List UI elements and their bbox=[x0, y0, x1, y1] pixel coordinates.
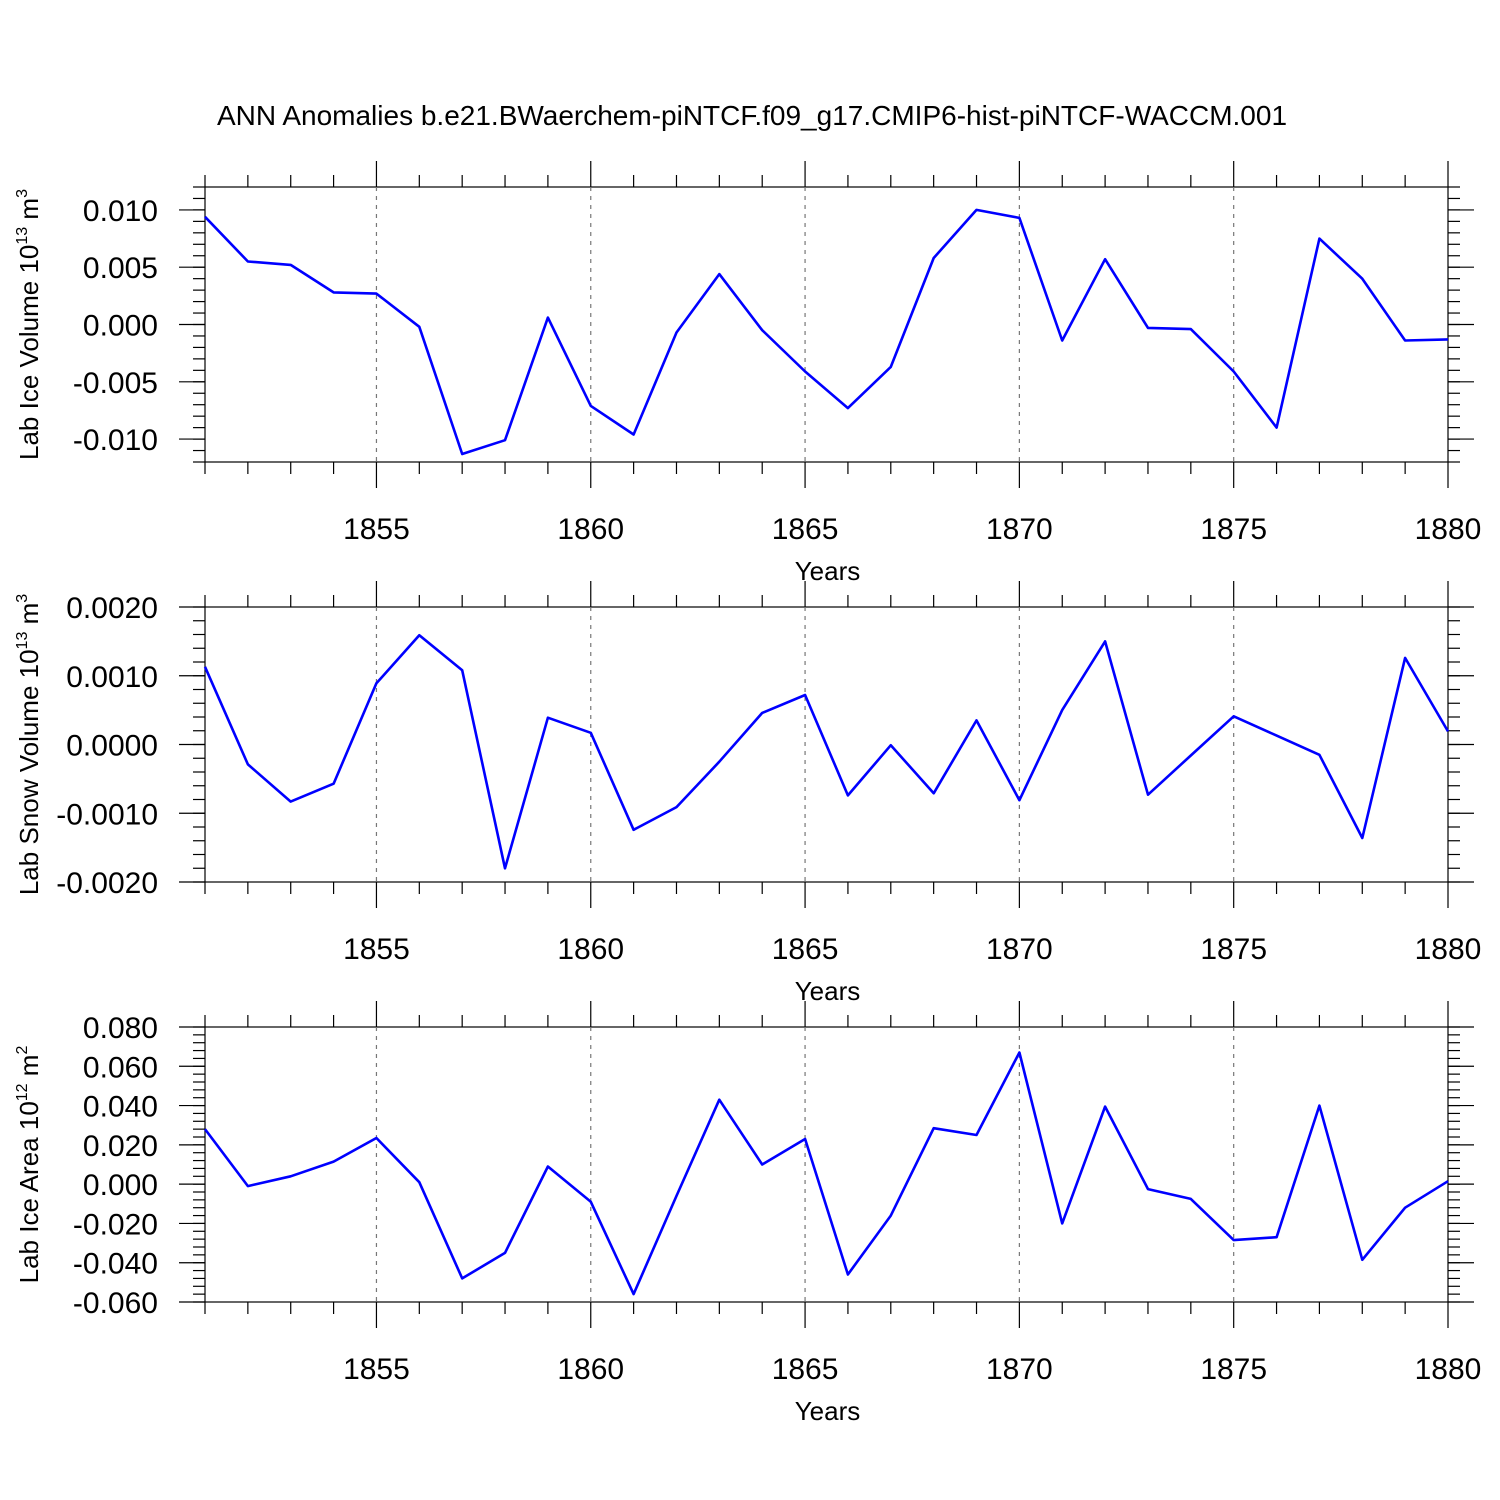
y-tick-label: -0.0010 bbox=[56, 798, 158, 831]
y-tick-label: 0.000 bbox=[83, 1169, 158, 1202]
x-tick-label: 1860 bbox=[557, 513, 624, 546]
x-tick-label: 1880 bbox=[1415, 933, 1482, 966]
y-tick-label: -0.060 bbox=[73, 1287, 158, 1320]
x-tick-label: 1855 bbox=[343, 513, 410, 546]
x-tick-label: 1860 bbox=[557, 1353, 624, 1386]
x-tick-label: 1860 bbox=[557, 933, 624, 966]
x-tick-label: 1875 bbox=[1200, 1353, 1267, 1386]
y-tick-label: 0.000 bbox=[83, 310, 158, 343]
x-tick-label: 1870 bbox=[986, 513, 1053, 546]
x-tick-label: 1865 bbox=[772, 933, 839, 966]
chart-panel-ice-area: 1855 1860 1865 1870 1875 1880 0.080 0.060 0.040 0… bbox=[14, 1001, 1481, 1426]
plot-frame bbox=[204, 186, 1449, 463]
y-tick-label: 0.005 bbox=[83, 252, 158, 285]
x-tick-label: 1875 bbox=[1200, 933, 1267, 966]
y-tick-label: -0.0020 bbox=[56, 867, 158, 900]
y-tick-label: -0.005 bbox=[73, 367, 158, 400]
x-tick-label: 1865 bbox=[772, 1353, 839, 1386]
y-tick-label: -0.010 bbox=[73, 424, 158, 457]
y-tick-label: -0.040 bbox=[73, 1248, 158, 1281]
x-tick-label: 1870 bbox=[986, 1353, 1053, 1386]
y-tick-label: 0.060 bbox=[83, 1051, 158, 1084]
y-tick-label: 0.0010 bbox=[66, 661, 158, 694]
chart-panel-snow-volume: 1855 1860 1865 1870 1875 1880 0.0020 0.0010 0.00… bbox=[14, 581, 1481, 1006]
series-line-snow-volume bbox=[203, 633, 1450, 870]
y-tick-label: 0.080 bbox=[83, 1012, 158, 1045]
x-tick-label: 1875 bbox=[1200, 513, 1267, 546]
series-line-ice-volume bbox=[204, 208, 1449, 456]
plot-frame bbox=[204, 1026, 1449, 1303]
series-line-ice-area bbox=[203, 1051, 1449, 1296]
x-axis-label: Years bbox=[795, 1396, 861, 1426]
y-axis-label: Lab Ice Volume 1013 m3 bbox=[14, 189, 44, 460]
x-tick-label: 1855 bbox=[343, 933, 410, 966]
y-axis-label: Lab Ice Area 1012 m2 bbox=[14, 1046, 44, 1284]
y-tick-label: 0.040 bbox=[83, 1091, 158, 1124]
y-tick-label: 0.0000 bbox=[66, 730, 158, 763]
y-axis-label: Lab Snow Volume 1013 m3 bbox=[14, 594, 44, 895]
x-tick-label: 1880 bbox=[1415, 1353, 1482, 1386]
y-tick-label: -0.020 bbox=[73, 1208, 158, 1241]
y-tick-label: 0.010 bbox=[83, 195, 158, 228]
x-tick-label: 1870 bbox=[986, 933, 1053, 966]
x-tick-label: 1880 bbox=[1415, 513, 1482, 546]
chart-panel-ice-volume: 1855 1860 1865 1870 1875 1880 0.010 0.005 0.000 -… bbox=[14, 161, 1481, 586]
panels: 1855 1860 1865 1870 1875 1880 0.010 0.005 0.000 -… bbox=[14, 161, 1481, 1426]
x-tick-label: 1855 bbox=[343, 1353, 410, 1386]
y-tick-label: 0.020 bbox=[83, 1130, 158, 1163]
x-tick-label: 1865 bbox=[772, 513, 839, 546]
figure-title: ANN Anomalies b.e21.BWaerchem-piNTCF.f09… bbox=[217, 100, 1287, 131]
y-tick-label: 0.0020 bbox=[66, 592, 158, 625]
